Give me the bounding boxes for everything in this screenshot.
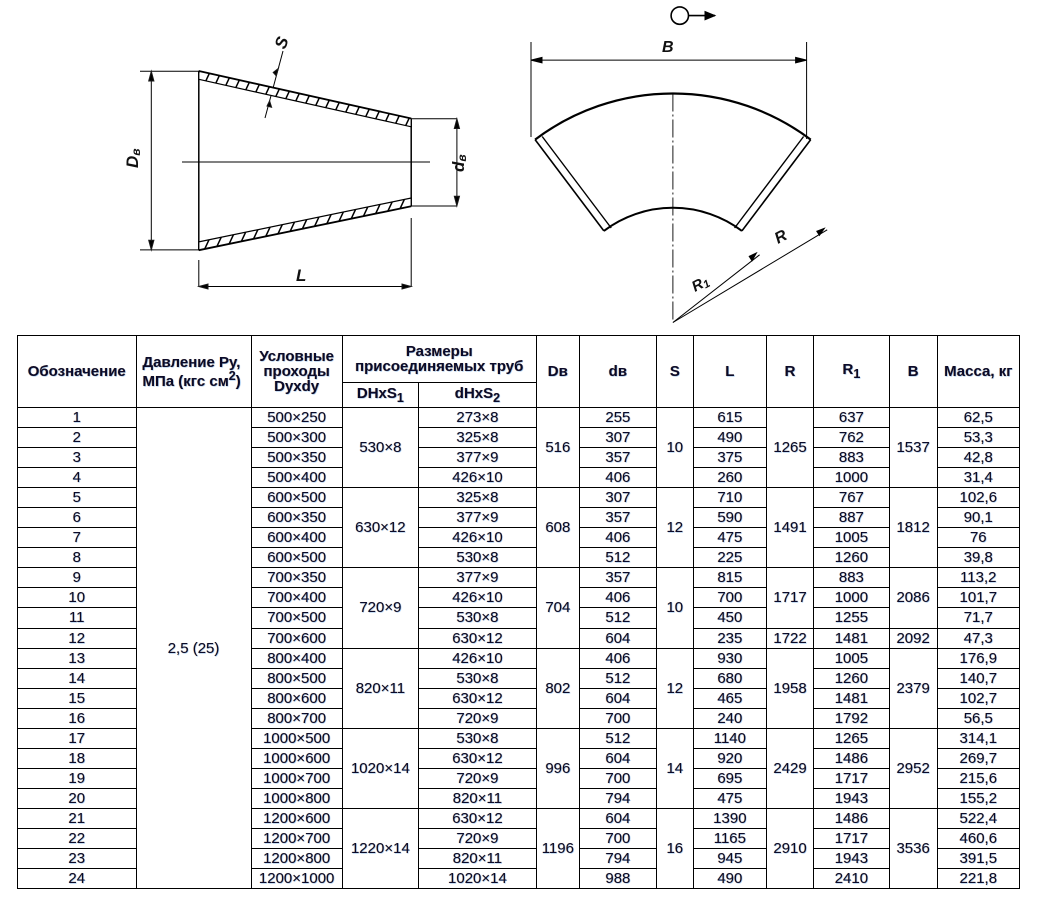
svg-text:S: S [271, 34, 293, 52]
svg-text:dв: dв [449, 154, 469, 172]
svg-text:L: L [296, 266, 306, 285]
svg-text:Dв: Dв [123, 148, 143, 168]
svg-text:B: B [662, 39, 674, 56]
svg-text:R1: R1 [689, 273, 712, 297]
svg-text:R: R [772, 227, 791, 248]
